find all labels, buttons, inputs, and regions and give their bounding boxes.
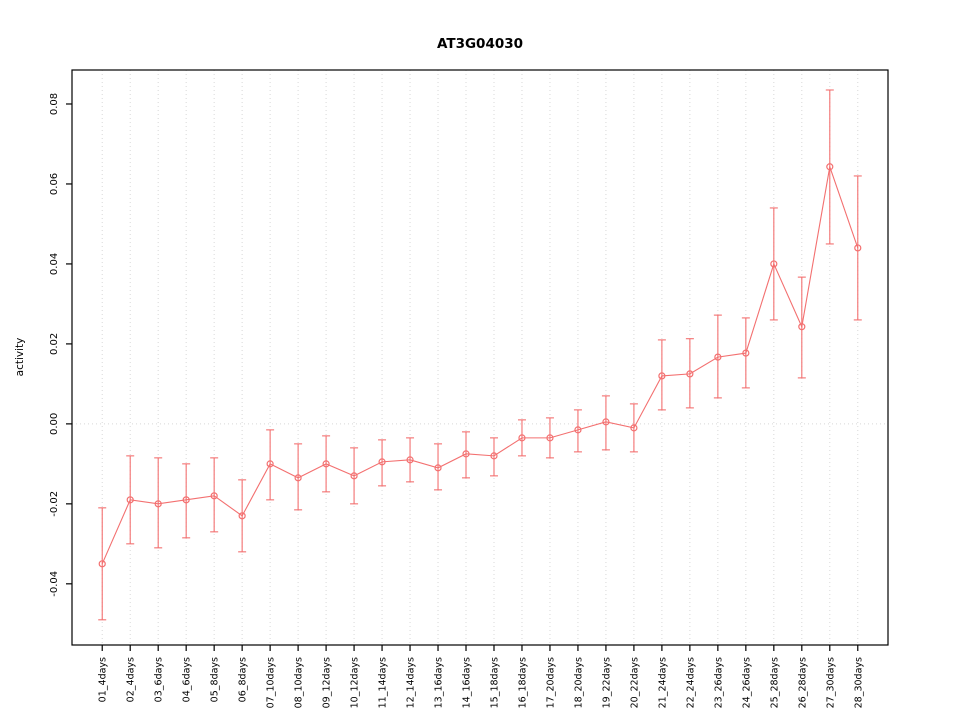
x-tick-label: 04_6days (182, 657, 193, 702)
x-tick-label: 05_8days (210, 657, 221, 702)
x-tick-label: 28_30days (853, 657, 864, 708)
data-point (378, 458, 386, 466)
y-axis-title: activity (14, 338, 26, 377)
data-point (266, 460, 274, 468)
y-tick-label: 0.00 (49, 413, 60, 435)
x-tick-label: 23_26days (713, 657, 724, 708)
x-tick-label: 16_18days (517, 657, 528, 708)
x-tick-label: 01_4days (98, 657, 109, 702)
axis-box (71, 69, 889, 646)
chart-title: AT3G04030 (437, 36, 523, 52)
data-point (686, 370, 694, 378)
data-point (546, 434, 554, 442)
x-tick-label: 14_16days (462, 657, 473, 708)
x-tick-label: 09_12days (322, 657, 333, 708)
x-tick-label: 19_22days (601, 657, 612, 708)
x-tick-label: 13_16days (434, 657, 445, 708)
data-point (630, 424, 638, 432)
data-point (154, 500, 162, 508)
data-point (714, 353, 722, 361)
x-tick-label: 24_26days (741, 657, 752, 708)
y-tick-label: -0.04 (49, 571, 60, 597)
x-tick-label: 10_12days (350, 657, 361, 708)
data-point (210, 492, 218, 500)
x-tick-label: 03_6days (154, 657, 165, 702)
x-tick-label: 11_14days (378, 657, 389, 708)
x-tick-label: 26_28days (797, 657, 808, 708)
x-tick-label: 15_18days (489, 657, 500, 708)
x-tick-label: 25_28days (769, 657, 780, 708)
x-tick-label: 12_14days (406, 657, 417, 708)
data-point (182, 496, 190, 504)
data-point (462, 450, 470, 458)
data-point (658, 372, 666, 380)
y-tick-label: 0.06 (49, 173, 60, 195)
data-point (826, 163, 834, 171)
data-point (602, 418, 610, 426)
x-tick-label: 21_24days (657, 657, 668, 708)
data-point (294, 474, 302, 482)
x-tick-label: 02_4days (126, 657, 137, 702)
x-tick-label: 07_10days (266, 657, 277, 708)
x-tick-label: 22_24days (685, 657, 696, 708)
x-tick-label: 08_10days (294, 657, 305, 708)
data-point (490, 452, 498, 460)
plot-area: -0.04 -0.02 0.00 0.02 0.04 0.06 0.08 01_4days 02… (49, 69, 889, 708)
data-point (798, 323, 806, 331)
data-point (434, 464, 442, 472)
data-point (518, 434, 526, 442)
data-point (770, 260, 778, 268)
data-point (238, 512, 246, 520)
x-tick-label: 06_8days (238, 657, 249, 702)
x-tick-label: 18_20days (573, 657, 584, 708)
data-point (350, 472, 358, 480)
data-point (742, 349, 750, 357)
y-tick-label: -0.02 (49, 491, 60, 517)
y-tick-label: 0.02 (49, 333, 60, 355)
y-tick-label: 0.04 (49, 253, 60, 275)
series-line (101, 166, 859, 565)
data-point (126, 496, 134, 504)
x-tick-label: 27_30days (825, 657, 836, 708)
data-point (406, 456, 414, 464)
x-tick-label: 17_20days (545, 657, 556, 708)
x-tick-label: 20_22days (629, 657, 640, 708)
data-point (574, 426, 582, 434)
data-point (854, 244, 862, 252)
data-point (322, 460, 330, 468)
data-point (98, 560, 106, 568)
y-tick-label: 0.08 (49, 93, 60, 115)
